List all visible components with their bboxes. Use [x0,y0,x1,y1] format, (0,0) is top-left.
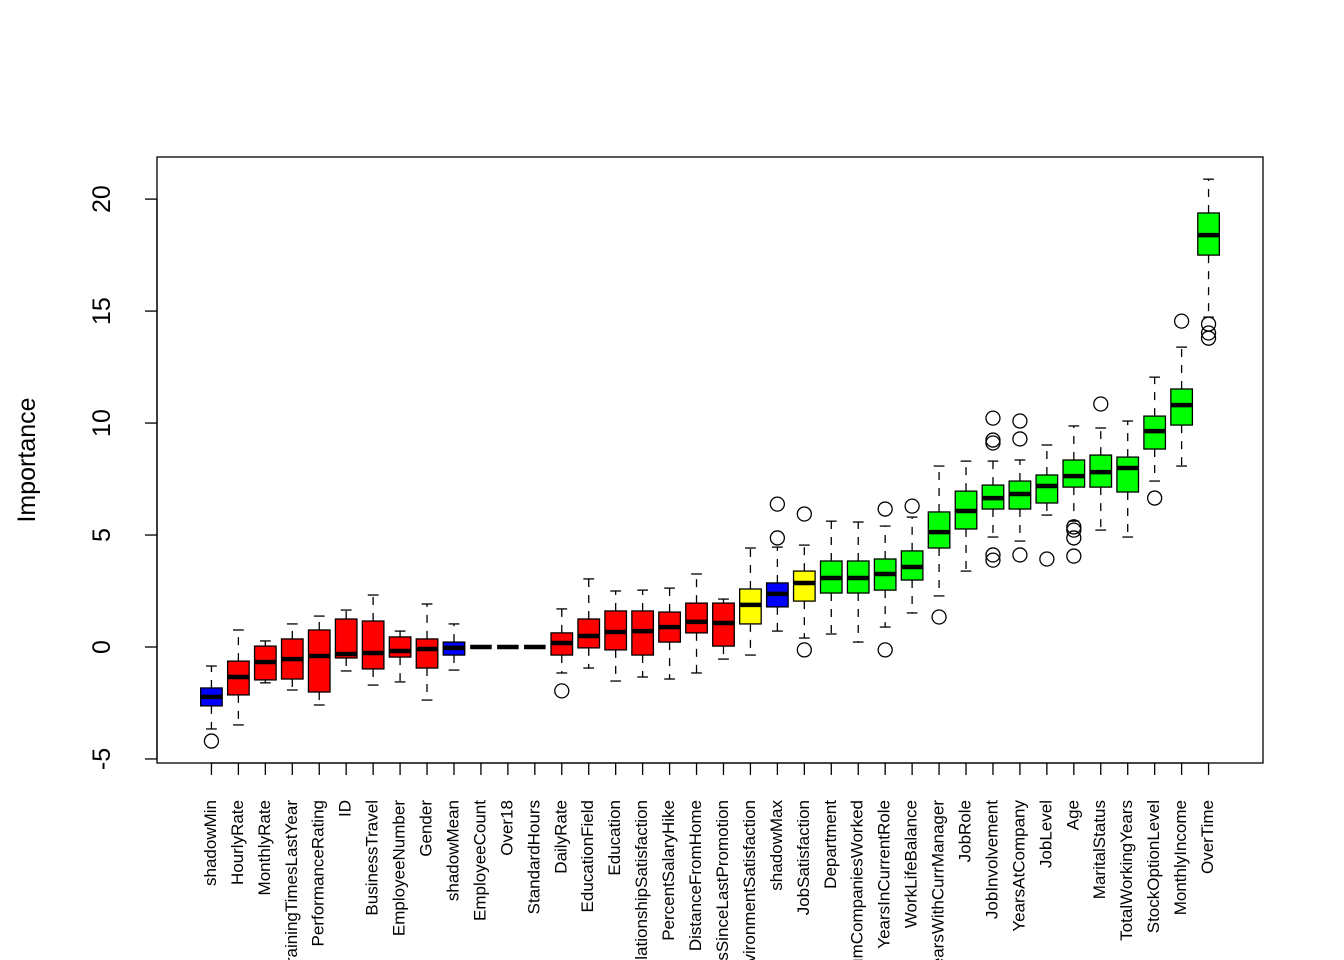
outlier [877,501,893,517]
x-tick-label: EnvironmentSatisfaction [740,800,759,960]
x-tick-label: YearsSinceLastPromotion [713,800,732,960]
outlier [203,733,220,749]
x-tick-label: HourlyRate [228,800,247,885]
outlier [1066,530,1082,546]
x-tick-label: PerformanceRating [309,800,328,946]
x-tick-label: shadowMax [767,800,786,891]
x-tick-label: EducationField [578,800,597,912]
outlier [1012,431,1028,447]
y-axis-label: Importance [13,397,41,522]
x-tick-label: DailyRate [551,800,570,874]
outlier [769,496,786,512]
outlier [1012,413,1028,429]
x-tick-label: YearsAtCompany [1009,800,1028,932]
outlier [931,609,947,625]
y-tick-label: -5 [88,748,116,770]
x-tick-label: Age [1063,800,1082,830]
x-tick-label: DistanceFromHome [686,800,705,951]
box [577,618,601,649]
outlier [1147,490,1163,506]
box [1116,456,1140,493]
box [334,618,358,659]
outlier [904,498,920,514]
box [1062,459,1086,488]
box [388,636,412,658]
box [361,620,385,670]
outlier [1012,547,1028,563]
box [415,638,439,669]
outlier [1066,548,1082,564]
x-tick-label: BusinessTravel [363,800,382,916]
x-tick-label: shadowMin [201,800,220,886]
outlier [1200,330,1217,346]
x-tick-label: MonthlyRate [255,800,274,895]
x-tick-label: Education [605,800,624,876]
outlier [796,506,812,522]
outlier [1066,522,1082,538]
box [792,570,816,602]
x-tick-label: Gender [417,800,436,857]
outlier [985,552,1001,568]
x-tick-label: StandardHours [524,800,543,914]
box [685,602,708,634]
y-tick-label: 5 [88,528,116,542]
x-tick-label: EmployeeCount [470,800,489,921]
outlier [1173,313,1190,329]
x-tick-label: OverTime [1198,800,1217,874]
x-tick-label: JobSatisfaction [794,800,813,915]
x-tick-label: MaritalStatus [1090,800,1109,899]
outlier [1200,325,1217,341]
x-tick-label: JobRole [956,800,975,862]
box [307,629,331,693]
outlier [985,547,1001,563]
y-tick-label: 10 [88,409,116,437]
x-tick-label: YearsWithCurrManager [929,800,948,960]
x-tick-label: Over18 [497,800,516,856]
outlier [985,435,1001,451]
outlier [877,642,893,658]
x-tick-label: StockOptionLevel [1144,800,1163,933]
outlier [796,642,812,658]
x-tick-label: NumCompaniesWorked [848,800,867,960]
x-tick-label: TotalWorkingYears [1117,800,1136,941]
x-tick-label: RelationshipSatisfaction [632,800,651,960]
outlier [1066,519,1082,535]
outlier [1093,396,1109,412]
x-tick-label: YearsInCurrentRole [875,800,894,949]
box [1035,474,1059,504]
y-tick-label: 15 [88,297,116,325]
outlier [985,410,1001,426]
x-tick-label: EmployeeNumber [390,800,409,936]
x-tick-label: PercentSalaryHike [659,800,678,941]
outlier [554,683,570,699]
x-tick-label: TrainingTimesLastYear [282,800,301,960]
x-tick-label: JobInvolvement [982,800,1001,919]
x-tick-label: shadowMean [443,800,462,901]
outlier [769,530,786,546]
outlier [1039,551,1055,567]
y-tick-label: 0 [88,640,116,654]
x-tick-label: JobLevel [1036,800,1055,868]
outlier [985,432,1001,448]
x-tick-label: ID [336,800,355,817]
x-tick-label: Department [821,800,840,889]
x-tick-label: MonthlyIncome [1171,800,1190,915]
x-tick-label: WorkLifeBalance [902,800,921,928]
y-tick-label: 20 [88,185,116,213]
